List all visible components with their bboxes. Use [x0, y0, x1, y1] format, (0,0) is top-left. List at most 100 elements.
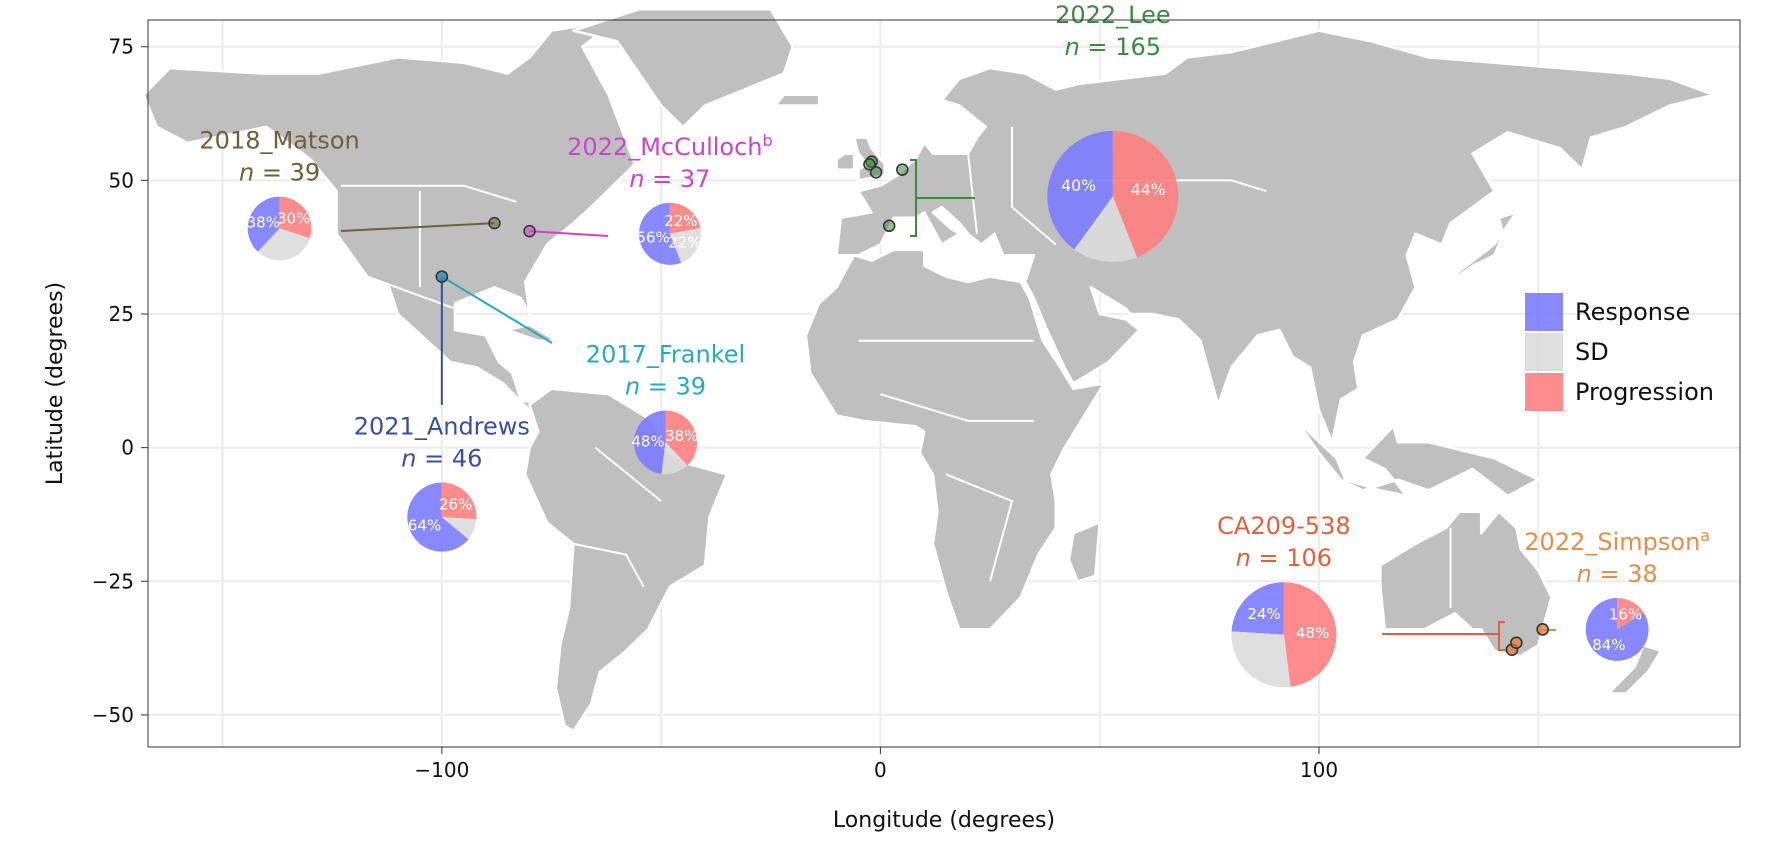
- pie-slice-sd: [441, 517, 477, 540]
- pie-slice-progression: [669, 202, 701, 234]
- axes: −100 0 100 75 50 25 0 −25 −50: [92, 35, 1338, 782]
- n-symbol: n: [625, 372, 640, 400]
- land-greenland: [572, 8, 794, 129]
- y-tick-label: −50: [92, 703, 134, 727]
- study-n-label: n = 39: [625, 372, 706, 400]
- study-name-label: 2021_Andrews: [354, 413, 530, 441]
- site-marker: [435, 270, 449, 283]
- study-pies: 38%30%56%22%22%40% 44%64%26%48% 38%24%48%8…: [247, 130, 1649, 688]
- study-name-label: 2022_Simpsona: [1524, 526, 1710, 556]
- legend: Response SD Progression: [1525, 293, 1714, 411]
- pie-slice-sd: [1231, 631, 1291, 688]
- study-n-label: n = 38: [1577, 560, 1658, 588]
- n-symbol: n: [629, 165, 644, 193]
- study-sites: [435, 155, 1549, 656]
- pie-slice-progression: [1617, 598, 1644, 630]
- study-n-label: n = 106: [1236, 544, 1332, 572]
- country-border: [880, 393, 1034, 422]
- y-tick-label: 75: [109, 35, 134, 59]
- land-indonesia: [1295, 419, 1540, 498]
- slice-label-progression: 38%: [665, 427, 698, 445]
- slice-label-progression: 48%: [1296, 624, 1329, 642]
- x-tick-label: −100: [414, 758, 469, 782]
- pie-slice-response: [633, 410, 666, 474]
- n-value: = 165: [1080, 33, 1161, 61]
- n-symbol: n: [1577, 560, 1592, 588]
- legend-label-response: Response: [1575, 298, 1690, 326]
- pie-2022_mcculloch: 56%22% 22%: [636, 202, 701, 265]
- pie-ca209-538: 24% 48%: [1231, 582, 1337, 688]
- n-value: = 46: [416, 445, 482, 473]
- pie-2022_lee: 40% 44%: [1047, 130, 1179, 262]
- country-border: [1011, 126, 1057, 246]
- pie-slice-progression: [665, 410, 698, 466]
- land-eurasia: [835, 29, 1715, 444]
- pie-slice-response: [1585, 598, 1649, 661]
- y-tick-label: 50: [109, 168, 134, 192]
- connector-2018_matson: [340, 222, 495, 232]
- study-n-label: n = 37: [629, 165, 710, 193]
- legend-swatch-response: [1525, 293, 1563, 331]
- study-n-label: n = 46: [401, 445, 482, 473]
- pie-slice-response: [247, 196, 280, 252]
- country-border: [366, 275, 456, 310]
- site-marker: [1536, 623, 1549, 636]
- y-tick-label: 0: [121, 436, 134, 460]
- n-value: = 37: [645, 165, 711, 193]
- pie-slice-progression: [1112, 130, 1179, 258]
- study-n-label: n = 165: [1065, 33, 1161, 61]
- slice-label-response: 48%: [631, 433, 664, 451]
- study-name-label: 2022_McCullochb: [567, 131, 773, 161]
- connector-lines: [340, 159, 1556, 651]
- land-iceland: [773, 93, 821, 107]
- land-africa: [804, 248, 1106, 631]
- site-marker: [882, 219, 896, 233]
- slice-label-progression: 30%: [277, 209, 310, 227]
- pie-slice-sd: [257, 228, 310, 261]
- slice-label-progression: 22%: [664, 212, 697, 230]
- y-tick-label: −25: [92, 569, 134, 593]
- pie-slice-response: [638, 202, 682, 265]
- legend-label-sd: SD: [1575, 338, 1609, 366]
- connector-2017_frankel: [441, 275, 553, 344]
- pie-slice-response: [407, 482, 469, 552]
- study-name-superscript: a: [1700, 526, 1710, 545]
- slice-label-response: 56%: [636, 228, 669, 246]
- n-symbol: n: [1065, 33, 1080, 61]
- study-name-label: CA209-538: [1217, 512, 1350, 540]
- pie-slice-sd: [661, 442, 688, 475]
- land-australia: [1379, 510, 1553, 658]
- slice-label-progression: 44%: [1131, 180, 1166, 199]
- study-name-label: 2022_Lee: [1055, 1, 1171, 29]
- n-symbol: n: [239, 159, 254, 187]
- y-axis-label: Latitude (degrees): [43, 282, 68, 485]
- pie-slice-sd: [669, 228, 701, 263]
- n-symbol: n: [1236, 544, 1251, 572]
- land-new-zealand: [1607, 644, 1663, 695]
- country-border: [967, 153, 978, 234]
- site-marker: [896, 163, 909, 176]
- land-japan: [1449, 211, 1518, 284]
- legend-swatch-progression: [1525, 373, 1563, 411]
- site-marker: [869, 166, 883, 179]
- study-n-label: n = 39: [239, 159, 320, 187]
- world-land: [142, 8, 1715, 733]
- pie-2017_frankel: 48% 38%: [631, 410, 698, 475]
- country-border: [341, 184, 517, 203]
- site-marker: [863, 158, 876, 171]
- pie-2018_matson: 38%30%: [247, 196, 312, 261]
- slice-label-progression: 26%: [439, 495, 472, 513]
- y-tick-label: 25: [109, 302, 134, 326]
- pie-slice-progression: [441, 482, 477, 520]
- country-border: [573, 542, 645, 588]
- x-tick-label: 0: [874, 758, 887, 782]
- legend-swatch-sd: [1525, 333, 1563, 371]
- study-name-label: 2017_Frankel: [586, 340, 745, 368]
- x-tick-label: 100: [1300, 758, 1338, 782]
- slice-label-response: 40%: [1061, 176, 1096, 195]
- pie-slice-progression: [1283, 582, 1337, 687]
- n-value: = 106: [1251, 544, 1332, 572]
